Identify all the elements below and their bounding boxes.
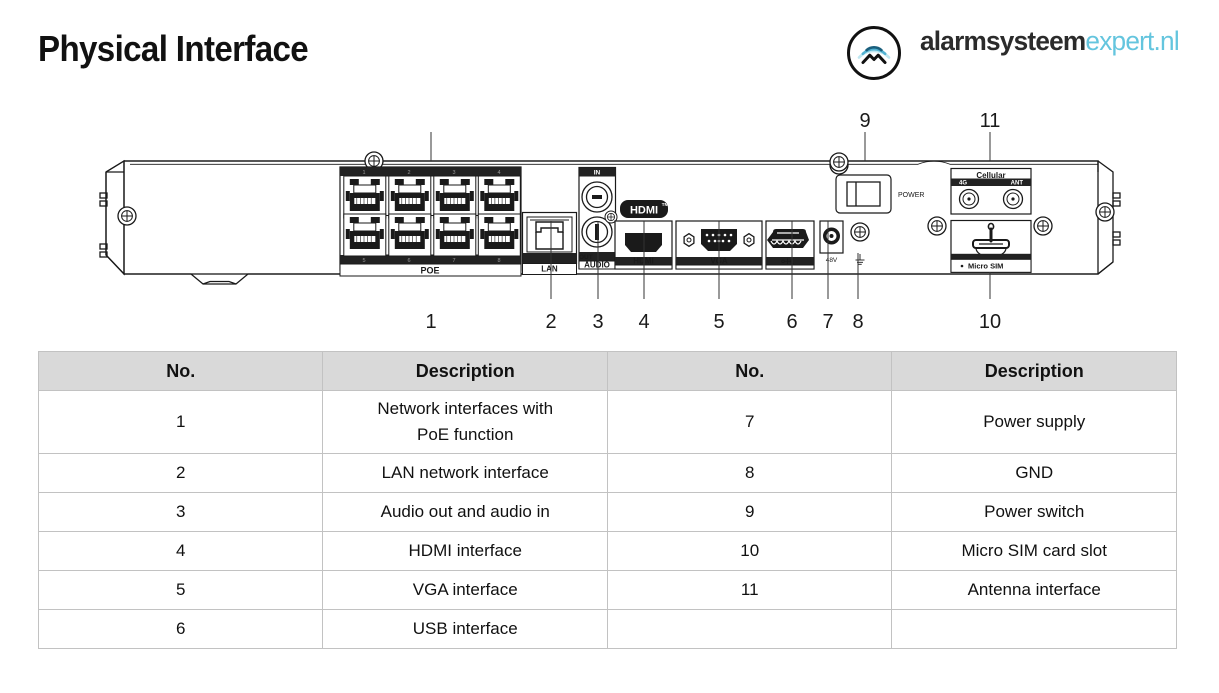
svg-text:LAN: LAN <box>541 265 558 274</box>
svg-text:HDMI: HDMI <box>630 205 658 217</box>
svg-text:8: 8 <box>852 311 863 333</box>
svg-text:8: 8 <box>497 258 500 264</box>
svg-text:3: 3 <box>592 311 603 333</box>
svg-text:3: 3 <box>452 170 455 176</box>
svg-text:7: 7 <box>452 258 455 264</box>
svg-text:4G: 4G <box>959 181 967 187</box>
svg-text:2: 2 <box>407 170 410 176</box>
svg-text:9: 9 <box>859 110 870 132</box>
svg-text:Micro SIM: Micro SIM <box>968 262 1003 271</box>
svg-text:1: 1 <box>362 170 365 176</box>
svg-text:11: 11 <box>980 110 1001 132</box>
svg-text:4: 4 <box>497 170 500 176</box>
svg-text:POE: POE <box>420 266 439 276</box>
svg-text:10: 10 <box>979 311 1001 333</box>
svg-text:5: 5 <box>362 258 365 264</box>
svg-text:TM: TM <box>662 202 669 207</box>
svg-text:1: 1 <box>425 311 436 333</box>
svg-text:6: 6 <box>407 258 410 264</box>
svg-text:AUDIO: AUDIO <box>584 261 610 270</box>
svg-text:7: 7 <box>822 311 833 333</box>
svg-text:2: 2 <box>545 311 556 333</box>
svg-text:5: 5 <box>713 311 724 333</box>
svg-text:ANT: ANT <box>1011 181 1024 187</box>
svg-text:4: 4 <box>638 311 649 333</box>
svg-text:POWER: POWER <box>898 192 924 199</box>
svg-text:6: 6 <box>786 311 797 333</box>
svg-text:IN: IN <box>594 170 601 177</box>
